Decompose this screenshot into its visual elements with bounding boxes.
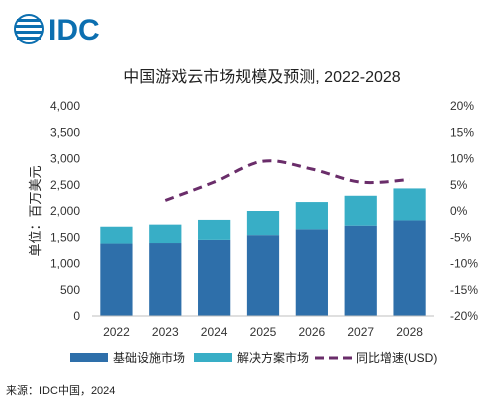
x-tick-label: 2027 [347, 325, 374, 339]
y2-tick-label: -10% [450, 257, 478, 271]
legend-label-solution: 解决方案市场 [237, 350, 309, 365]
y-tick-label: 2,000 [50, 204, 80, 218]
legend-swatch-solution [194, 353, 232, 362]
bar-base-2024 [198, 239, 231, 316]
y-tick-label: 500 [60, 283, 80, 297]
y-tick-label: 3,000 [50, 152, 80, 166]
bar-base-2025 [246, 235, 280, 316]
bar-solution-2023 [149, 224, 182, 244]
growth-line [164, 159, 410, 202]
left-axis: 0 500 1,000 1,500 2,000 2,500 3,000 3,500 4,000 [50, 99, 80, 323]
y-tick-label: 1,500 [50, 230, 80, 244]
x-tick-label: 2026 [299, 325, 326, 339]
globe-icon [14, 14, 44, 44]
y-axis-label: 单位：百万美元 [28, 165, 43, 256]
bars [100, 188, 426, 316]
y2-tick-label: 5% [450, 178, 468, 192]
bar-base-2022 [100, 243, 133, 316]
growth-line-path [164, 159, 410, 202]
right-axis: -20% -15% -10% -5% 0% 5% 10% 15% 20% [450, 99, 478, 323]
bar-solution-2027 [344, 195, 377, 226]
y-tick-label: 0 [73, 309, 80, 323]
x-axis: 2022 2023 2024 2025 2026 2027 2028 [103, 325, 423, 339]
x-tick-label: 2022 [103, 325, 130, 339]
y2-tick-label: 15% [450, 125, 474, 139]
legend: 基础设施市场 解决方案市场 同比增速(USD) [70, 350, 437, 365]
x-tick-label: 2024 [201, 325, 228, 339]
logo-text: IDC [48, 14, 100, 47]
x-tick-label: 2028 [396, 325, 423, 339]
y-tick-label: 1,000 [50, 257, 80, 271]
x-tick-label: 2023 [152, 325, 179, 339]
y2-tick-label: 10% [450, 152, 474, 166]
bar-solution-2028 [393, 188, 426, 221]
y2-tick-label: -15% [450, 283, 478, 297]
bar-base-2027 [344, 225, 377, 316]
y2-tick-label: -20% [450, 309, 478, 323]
chart-title: 中国游戏云市场规模及预测, 2022-2028 [123, 68, 401, 86]
bar-base-2023 [149, 243, 182, 316]
legend-label-base: 基础设施市场 [113, 350, 185, 365]
bar-solution-2022 [100, 226, 133, 244]
bar-base-2026 [295, 229, 328, 316]
y2-tick-label: -5% [450, 230, 472, 244]
x-tick-label: 2025 [250, 325, 277, 339]
bar-base-2028 [393, 220, 426, 316]
y-tick-label: 3,500 [50, 125, 80, 139]
bar-solution-2026 [295, 202, 328, 230]
y-tick-label: 4,000 [50, 99, 80, 113]
y2-tick-label: 0% [450, 204, 468, 218]
bar-solution-2024 [198, 219, 231, 240]
legend-swatch-base [70, 353, 108, 362]
bar-solution-2025 [246, 211, 280, 236]
y2-tick-label: 20% [450, 99, 474, 113]
legend-label-growth: 同比增速(USD) [356, 351, 437, 365]
idc-logo: IDC [14, 14, 100, 47]
y-tick-label: 2,500 [50, 178, 80, 192]
source-note: 来源：IDC中国，2024 [6, 383, 115, 397]
